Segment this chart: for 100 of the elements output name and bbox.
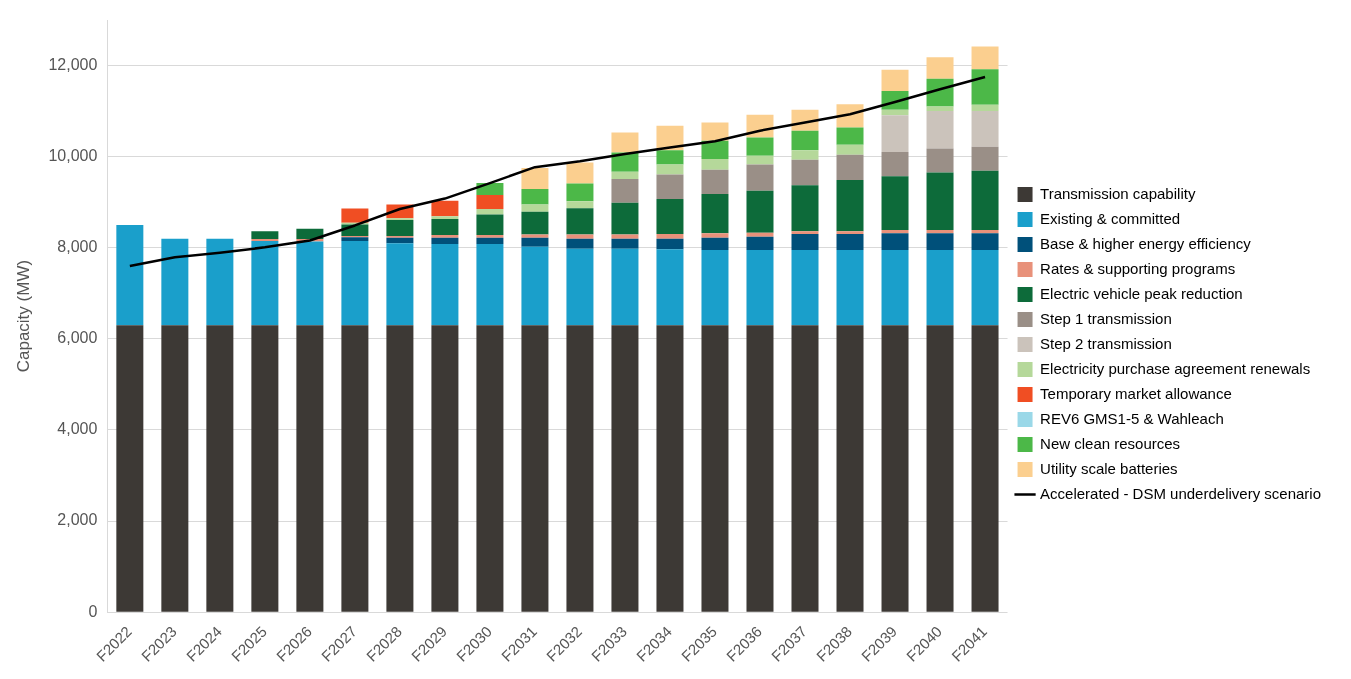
bar xyxy=(881,109,909,116)
bar xyxy=(611,325,639,612)
bar xyxy=(656,199,684,235)
bar xyxy=(836,234,864,251)
bar xyxy=(836,231,864,235)
bar xyxy=(521,211,549,235)
bar xyxy=(656,164,684,175)
bar xyxy=(881,325,909,612)
legend-label: Existing & committed xyxy=(1040,209,1181,227)
bar xyxy=(881,115,909,153)
bar xyxy=(611,248,639,326)
y-tick-label: 6,000 xyxy=(57,329,98,347)
y-tick-label: 2,000 xyxy=(57,511,98,529)
y-tick-label: 0 xyxy=(88,602,98,620)
bar xyxy=(521,189,549,205)
bar xyxy=(701,233,729,238)
bar xyxy=(971,104,999,112)
bar xyxy=(161,238,189,326)
bar xyxy=(521,234,549,238)
bar xyxy=(926,148,954,173)
bar xyxy=(476,244,504,326)
bar xyxy=(386,219,414,236)
bar xyxy=(566,183,594,202)
bar xyxy=(566,325,594,612)
legend-label: New clean resources xyxy=(1040,434,1181,452)
legend-label: Electricity purchase agreement renewals xyxy=(1040,359,1311,377)
bar xyxy=(926,233,954,251)
bar xyxy=(701,169,729,195)
bar xyxy=(791,325,819,612)
bar xyxy=(431,325,459,612)
bar xyxy=(656,325,684,612)
bar xyxy=(611,238,639,249)
bar xyxy=(476,325,504,612)
bar xyxy=(791,159,819,186)
bar xyxy=(791,185,819,232)
bar xyxy=(566,208,594,235)
bar xyxy=(251,240,279,326)
bar xyxy=(341,240,369,326)
bar xyxy=(701,194,729,234)
bar xyxy=(971,233,999,251)
legend-label: Rates & supporting programs xyxy=(1040,259,1236,277)
bar xyxy=(476,209,504,215)
bar xyxy=(926,230,954,234)
bar xyxy=(116,224,144,326)
bar xyxy=(431,244,459,326)
bar xyxy=(926,172,954,230)
legend-label: Transmission capability xyxy=(1040,184,1196,202)
bar xyxy=(701,250,729,326)
bar xyxy=(971,230,999,234)
legend-label: Step 2 transmission xyxy=(1040,334,1172,352)
bar xyxy=(926,57,954,79)
y-tick-label: 8,000 xyxy=(57,238,98,256)
bar xyxy=(611,178,639,203)
bar xyxy=(926,111,954,149)
bar xyxy=(791,250,819,326)
bar xyxy=(341,208,369,223)
bar xyxy=(701,158,729,170)
bar xyxy=(431,216,459,220)
bar xyxy=(746,232,774,237)
bar xyxy=(701,122,729,141)
bar xyxy=(836,179,864,232)
bar xyxy=(566,238,594,249)
bar xyxy=(746,137,774,156)
bar xyxy=(836,154,864,180)
bar xyxy=(341,325,369,612)
bar xyxy=(791,234,819,251)
bar xyxy=(881,152,909,177)
y-tick-label: 10,000 xyxy=(48,147,98,165)
bar xyxy=(791,231,819,235)
bar xyxy=(386,325,414,612)
bar xyxy=(701,237,729,251)
bar xyxy=(566,162,594,184)
bar xyxy=(971,250,999,326)
bar xyxy=(251,231,279,240)
bar xyxy=(881,69,909,92)
bar xyxy=(746,250,774,326)
bar xyxy=(296,325,324,612)
bar xyxy=(881,176,909,230)
bar xyxy=(251,325,279,612)
bar xyxy=(656,238,684,250)
legend-label: Step 1 transmission xyxy=(1040,309,1172,327)
bar xyxy=(746,155,774,165)
y-tick-label: 4,000 xyxy=(57,420,98,438)
bar xyxy=(971,146,999,171)
y-tick-label: 12,000 xyxy=(48,55,98,73)
bar xyxy=(746,190,774,233)
bar xyxy=(431,200,459,217)
bar xyxy=(971,111,999,147)
bar xyxy=(521,168,549,189)
bar xyxy=(296,241,324,326)
bar xyxy=(656,174,684,200)
bar xyxy=(836,325,864,612)
bar xyxy=(566,201,594,209)
bar xyxy=(386,243,414,326)
bar xyxy=(611,171,639,179)
bar xyxy=(386,237,414,244)
bar xyxy=(431,237,459,245)
legend-label: Electric vehicle peak reduction xyxy=(1040,284,1243,302)
bar xyxy=(611,202,639,235)
bar xyxy=(431,235,459,238)
